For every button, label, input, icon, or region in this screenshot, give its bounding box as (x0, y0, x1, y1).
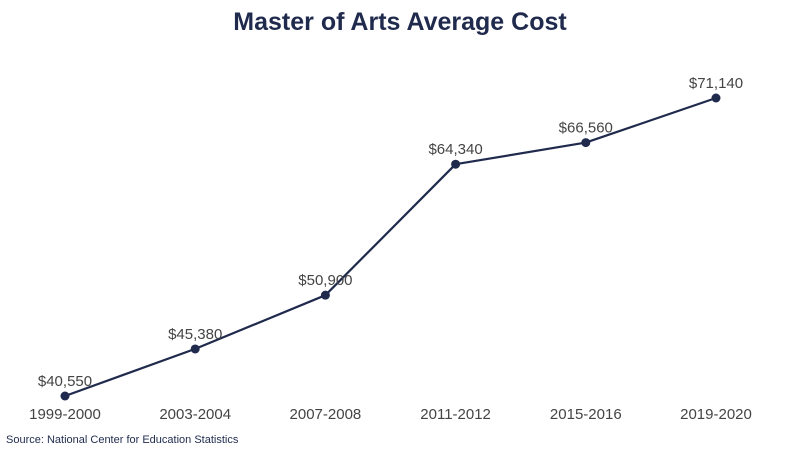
data-label: $71,140 (689, 75, 743, 92)
chart-title: Master of Arts Average Cost (233, 8, 567, 36)
data-label: $40,550 (38, 373, 92, 390)
x-tick-label: 2007-2008 (290, 406, 362, 423)
data-point (60, 391, 70, 401)
x-tick-label: 2011-2012 (420, 406, 491, 423)
x-tick-label: 2003-2004 (159, 406, 231, 423)
data-point (581, 138, 591, 148)
data-point (711, 93, 721, 103)
data-label: $66,560 (559, 120, 613, 137)
value-labels-group: $40,550 $45,380 $50,900 $64,340 $66,560 $71,1… (38, 75, 743, 390)
x-tick-label: 2015-2016 (550, 406, 622, 423)
series-line (64, 96, 717, 398)
x-tick-label: 1999-2000 (29, 406, 101, 423)
markers-group (60, 93, 721, 401)
x-tick-label: 2019-2020 (680, 406, 752, 423)
data-label: $45,380 (168, 326, 222, 343)
data-label: $50,900 (298, 272, 352, 289)
data-point (451, 159, 461, 169)
data-point (320, 290, 330, 300)
source-note: Source: National Center for Education St… (6, 434, 239, 446)
x-tick-labels-group: 1999-2000 2003-2004 2007-2008 2011-2012 2015… (29, 406, 752, 423)
data-label: $64,340 (428, 141, 482, 158)
data-point (190, 344, 200, 354)
series-line-group (64, 96, 717, 398)
